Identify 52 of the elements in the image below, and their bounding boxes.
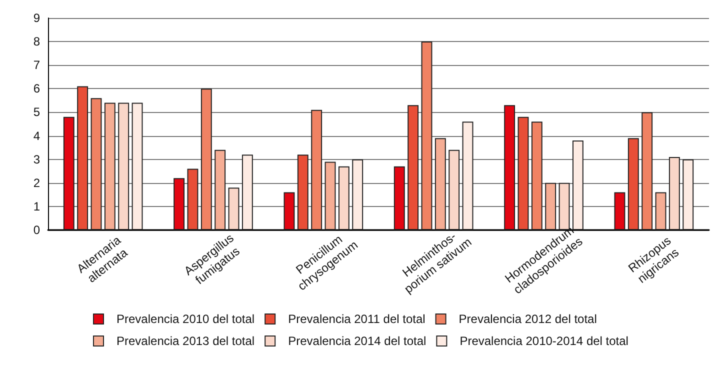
bar — [668, 156, 680, 230]
bar — [655, 192, 666, 230]
bar — [297, 154, 308, 230]
bar — [77, 86, 88, 230]
bar — [408, 105, 419, 230]
bar — [462, 122, 474, 230]
bar — [228, 188, 240, 230]
bar — [63, 116, 74, 230]
legend-label: Prevalencia 2011 del total — [288, 312, 426, 326]
bar — [132, 102, 143, 230]
y-tick-label: 2 — [33, 176, 40, 190]
bar — [90, 98, 102, 230]
bar — [104, 102, 116, 230]
bar — [682, 159, 694, 230]
y-tick-label: 5 — [33, 105, 40, 120]
bar — [200, 88, 212, 230]
bar — [311, 110, 322, 230]
legend-label: Prevalencia 2010-2014 del total — [460, 334, 628, 348]
bar — [642, 112, 653, 230]
y-tick-label: 0 — [33, 223, 40, 237]
legend-label: Prevalencia 2014 del total — [288, 334, 426, 348]
bar — [118, 102, 130, 230]
bar — [572, 140, 584, 230]
y-tick-label: 7 — [33, 58, 40, 72]
y-tick-label: 9 — [33, 11, 40, 25]
bar — [448, 150, 460, 230]
legend-label: Prevalencia 2010 del total — [116, 312, 255, 326]
y-tick-label: 3 — [33, 152, 40, 166]
bar — [614, 192, 626, 230]
bar — [214, 150, 226, 230]
y-tick-label: 8 — [33, 34, 40, 49]
bar — [174, 178, 185, 230]
bar — [187, 168, 198, 230]
bar — [352, 159, 364, 230]
bar — [504, 105, 516, 230]
bar — [545, 182, 556, 230]
bar — [558, 182, 570, 230]
bar — [628, 138, 639, 230]
bar — [338, 166, 350, 230]
y-tick-label: 1 — [33, 199, 40, 214]
y-tick-label: 6 — [33, 82, 40, 96]
bar — [434, 138, 446, 230]
bar — [518, 116, 529, 230]
legend-label: Prevalencia 2012 del total — [458, 312, 597, 326]
bar — [242, 154, 253, 230]
bar — [284, 192, 295, 230]
y-tick-label: 4 — [33, 128, 40, 143]
bar — [531, 122, 542, 230]
bar — [394, 166, 405, 230]
bar — [421, 42, 432, 230]
legend-label: Prevalencia 2013 del total — [116, 334, 255, 348]
bar — [324, 162, 336, 230]
